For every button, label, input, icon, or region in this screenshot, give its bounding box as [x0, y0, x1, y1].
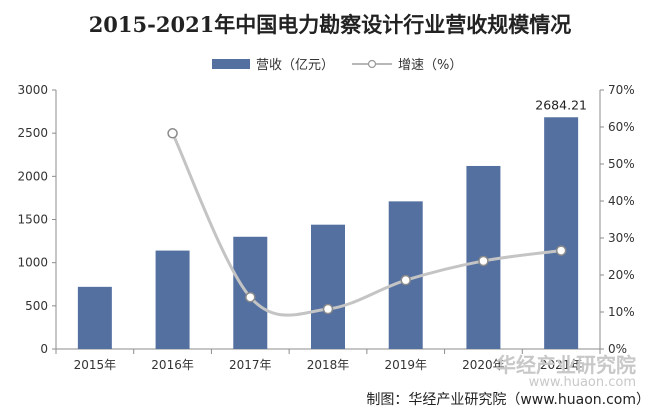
- growth-line: [171, 132, 562, 317]
- y-right-tick-label: 40%: [608, 194, 635, 208]
- data-labels: 2684.21: [535, 97, 587, 112]
- x-tick-label: 2015年: [74, 358, 117, 372]
- x-tick-label: 2019年: [384, 358, 427, 372]
- y-left-tick-label: 2500: [17, 126, 48, 140]
- growth-point: [478, 255, 489, 267]
- x-tick-label: 2020年: [462, 358, 505, 372]
- growth-point: [167, 128, 178, 139]
- axes: 0 500 1000 1500 2000 2500 3000 0% 10% 20% 30% 40% 50…: [17, 83, 634, 372]
- y-left-tick-label: 2000: [17, 169, 48, 183]
- y-right-tick-label: 0%: [608, 342, 627, 356]
- y-left-tick-label: 500: [25, 299, 48, 313]
- legend: 营收（亿元） 增速（%）: [212, 58, 462, 73]
- x-tick-label: 2017年: [229, 358, 272, 372]
- x-tick-label: 2016年: [151, 358, 194, 372]
- y-left-tick-label: 1500: [17, 213, 48, 227]
- y-left-tick-label: 1000: [17, 256, 48, 270]
- bar-data-label: 2684.21: [535, 97, 587, 112]
- y-right-tick-label: 20%: [608, 268, 635, 282]
- legend-growth-label: 增速（%）: [398, 58, 462, 73]
- watermark: 华经产业研究院 www.huaon.com: [496, 353, 636, 390]
- revenue-bar: [155, 250, 190, 349]
- watermark-brand: 华经产业研究院: [496, 353, 636, 377]
- y-right-tick-label: 30%: [608, 231, 635, 245]
- source-note: 制图：华经产业研究院（www.huaon.com）: [366, 392, 650, 408]
- legend-bar-swatch: [212, 59, 250, 69]
- y-right-tick-label: 50%: [608, 157, 635, 171]
- y-right-tick-label: 10%: [608, 305, 635, 319]
- growth-point: [400, 274, 411, 286]
- x-tick-label: 2018年: [307, 358, 350, 372]
- legend-revenue-label: 营收（亿元）: [256, 58, 334, 73]
- x-tick-label: 2021年: [540, 358, 583, 372]
- revenue-bar: [311, 224, 345, 349]
- y-right-tick-label: 70%: [608, 83, 635, 97]
- revenue-bar: [77, 286, 112, 349]
- y-left-tick-label: 0: [40, 342, 48, 356]
- legend-line-marker: [367, 59, 377, 69]
- chart-title: 2015-2021年中国电力勘察设计行业营收规模情况: [89, 12, 572, 37]
- watermark-url: www.huaon.com: [529, 375, 636, 390]
- growth-point: [245, 291, 256, 303]
- y-left-tick-label: 3000: [17, 83, 48, 97]
- bars: [77, 117, 579, 349]
- growth-line-layer: [167, 128, 567, 317]
- y-right-tick-label: 60%: [608, 120, 635, 134]
- revenue-bar: [544, 117, 579, 349]
- growth-point: [322, 303, 334, 315]
- growth-point: [555, 245, 567, 256]
